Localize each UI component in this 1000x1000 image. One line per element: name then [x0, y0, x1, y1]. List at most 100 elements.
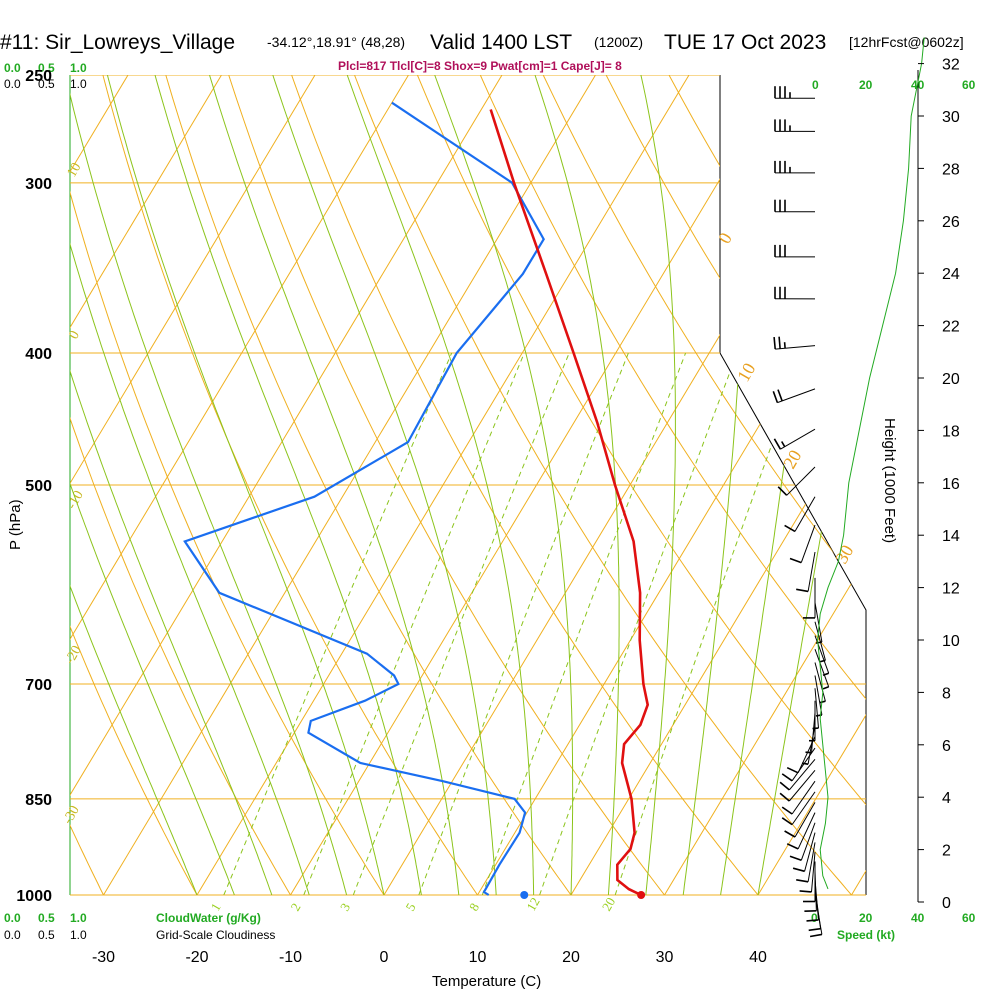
wind-barb-half-18: [805, 751, 812, 754]
cloud-scale-bottom-black-2: 1.0: [70, 928, 87, 942]
wind-barb-half-26: [815, 641, 823, 644]
moist-adiabat-24: [534, 75, 620, 895]
wind-barb-13: [788, 770, 816, 802]
moist-adiabat-0: [106, 75, 385, 895]
height-tick-label-30: 30: [942, 109, 960, 126]
wind-barb-14: [788, 758, 816, 791]
cloud-scale-bottom-black-0: 0.0: [4, 928, 21, 942]
utc-text: (1200Z): [594, 34, 643, 50]
wind-barb-6: [807, 842, 816, 882]
pressure-tick-label-400: 400: [25, 346, 52, 363]
moist-adiabat--4: [70, 75, 348, 895]
isotherm--70: [70, 75, 222, 895]
wind-barb-flag-1: [808, 927, 821, 932]
wind-speed-line: [817, 37, 925, 890]
moist-adiabat-12: [272, 75, 497, 895]
wind-barb-17: [807, 724, 816, 765]
height-tick-label-20: 20: [942, 371, 960, 388]
mixing-ratio-label-2: 2: [287, 900, 303, 913]
wind-barb-flag-13: [779, 792, 790, 802]
dry-adiabat-40: [282, 75, 759, 895]
wind-barb-half-20: [812, 727, 819, 730]
wind-barb-10: [794, 802, 816, 838]
mixing-ratio-20: [614, 352, 806, 895]
temperature-tick-label--20: -20: [185, 949, 208, 966]
wind-barb-flag-0: [809, 933, 823, 938]
height-tick-label-0: 0: [942, 895, 951, 912]
dry-adiabat-label-4: -30: [60, 803, 82, 827]
height-tick-label-12: 12: [942, 581, 960, 598]
cloud-scale-bottom-black-1: 0.5: [38, 928, 55, 942]
wind-barb-33: [777, 388, 816, 404]
height-tick-label-32: 32: [942, 57, 960, 74]
cloud-scale-top-black-0: 0.0: [4, 77, 21, 91]
pressure-tick-label-500: 500: [25, 478, 52, 495]
isotherm--20: [196, 75, 690, 895]
dry-adiabat--40: [0, 51, 10, 895]
mixing-ratio-label-5: 5: [402, 900, 418, 913]
height-tick-label-16: 16: [942, 476, 960, 493]
wind-barb-28: [807, 551, 816, 592]
pressure-tick-label-850: 850: [25, 792, 52, 809]
dry-adiabat--10: [70, 75, 291, 895]
dry-adiabat-label-3: -20: [62, 643, 84, 667]
height-tick-label-4: 4: [942, 790, 951, 807]
isotherm--60: [70, 75, 316, 895]
wind-barb-flag-16: [786, 766, 799, 774]
wind-barb-half-17: [801, 762, 809, 765]
dry-adiabat-label-5: 0: [714, 229, 736, 247]
location-text: -34.12°,18.91° (48,28): [267, 34, 405, 50]
wind-barb-flag-9: [786, 843, 799, 850]
wind-barb-flag-12: [781, 806, 793, 815]
dry-adiabat-90: [593, 75, 866, 895]
wind-barb-half-32: [781, 441, 786, 448]
speed-top-60: 60: [962, 78, 976, 92]
temperature-tick-label-20: 20: [562, 949, 580, 966]
wind-barb-flag-10: [784, 830, 796, 838]
wind-barb-9: [797, 812, 816, 850]
isotherm--50: [70, 75, 409, 895]
moist-adiabat--8: [70, 75, 310, 895]
temperature-tick-label-30: 30: [656, 949, 674, 966]
mixing-ratio-5: [418, 352, 629, 895]
mixing-ratio-label-8: 8: [466, 900, 482, 913]
wind-barb-flag-15: [781, 773, 793, 782]
wind-barb-5: [811, 852, 816, 892]
mixing-ratio-1: [223, 352, 453, 895]
wind-barb-flag-33: [777, 389, 783, 402]
surface-temperature-dot: [637, 891, 646, 899]
wind-barb-22: [814, 662, 826, 702]
temperature-tick-label--10: -10: [279, 949, 302, 966]
wind-barb-half-25: [819, 659, 826, 663]
isotherm-50: [851, 75, 866, 895]
dry-adiabat-label-6: 10: [733, 359, 759, 385]
cloud-scale-top-green-1: 0.5: [38, 61, 55, 75]
moist-adiabat-20: [434, 75, 574, 895]
x-axis-title: Temperature (C): [432, 973, 541, 990]
wind-barb-12: [791, 780, 816, 815]
height-tick-label-10: 10: [942, 633, 960, 650]
isotherm-40: [757, 75, 866, 895]
dry-adiabat-0: [70, 75, 385, 895]
dry-adiabat-10: [96, 75, 478, 895]
dry-adiabat-label-0: 10: [64, 160, 84, 180]
station-title: #11: Sir_Lowreys_Village: [0, 31, 235, 54]
speed-bottom-40: 40: [911, 911, 925, 925]
wind-barb-7: [804, 832, 816, 872]
date-text: TUE 17 Oct 2023: [664, 31, 826, 54]
surface-dewpoint-dot: [520, 891, 529, 899]
mixing-ratio-2: [303, 352, 525, 895]
wind-barb-15: [791, 747, 816, 782]
mixing-ratio-label-12: 12: [523, 895, 542, 914]
moist-adiabat-16: [346, 75, 535, 895]
pressure-tick-label-700: 700: [25, 677, 52, 694]
wind-barb-flag-32: [773, 438, 782, 450]
height-tick-label-22: 22: [942, 319, 960, 336]
temperature-tick-label-40: 40: [749, 949, 767, 966]
sounding-stats: Plcl=817 Tlcl[C]=8 Shox=9 Pwat[cm]=1 Cap…: [338, 59, 622, 73]
wind-barb-30: [794, 496, 816, 532]
cloudiness-label: Grid-Scale Cloudiness: [156, 928, 275, 942]
moist-adiabat--16: [70, 75, 235, 895]
isotherm-10: [477, 75, 866, 895]
